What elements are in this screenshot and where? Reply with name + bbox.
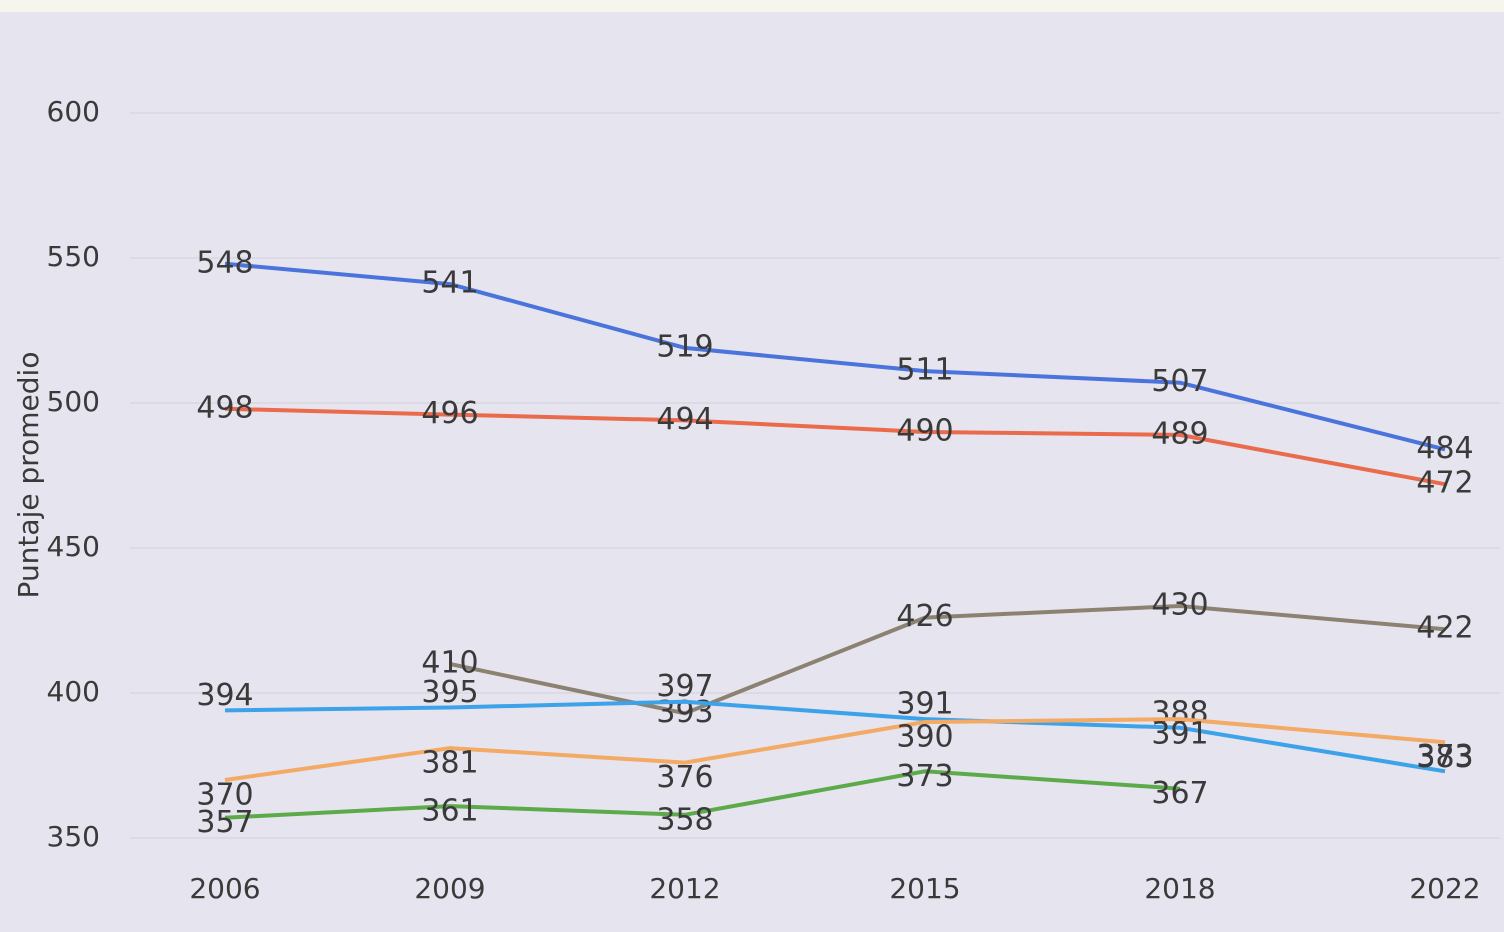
data-label: 484 bbox=[1416, 431, 1473, 466]
data-label: 519 bbox=[656, 329, 713, 364]
y-tick-label: 350 bbox=[47, 820, 100, 853]
data-label: 390 bbox=[896, 720, 953, 755]
data-label: 397 bbox=[656, 669, 713, 704]
data-label: 367 bbox=[1151, 776, 1208, 811]
x-tick-label: 2022 bbox=[1409, 872, 1480, 905]
x-tick-label: 2015 bbox=[889, 872, 960, 905]
data-label: 357 bbox=[196, 805, 253, 840]
data-label: 430 bbox=[1151, 588, 1208, 623]
y-tick-label: 450 bbox=[47, 530, 100, 563]
x-tick-label: 2009 bbox=[414, 872, 485, 905]
data-label: 498 bbox=[196, 390, 253, 425]
data-label: 489 bbox=[1151, 416, 1208, 451]
data-label: 376 bbox=[656, 760, 713, 795]
y-tick-label: 500 bbox=[47, 385, 100, 418]
data-label: 472 bbox=[1416, 466, 1473, 501]
data-label: 541 bbox=[421, 266, 478, 301]
data-label: 381 bbox=[421, 746, 478, 781]
data-label: 395 bbox=[421, 675, 478, 710]
data-label: 373 bbox=[896, 759, 953, 794]
y-axis-label: Puntaje promedio bbox=[12, 352, 45, 599]
data-label: 422 bbox=[1416, 611, 1473, 646]
chart: Puntaje promedio 350 400 450 500 550 600 2006 2… bbox=[0, 0, 1504, 932]
data-label: 548 bbox=[196, 245, 253, 280]
data-label: 358 bbox=[656, 802, 713, 837]
data-label: 490 bbox=[896, 414, 953, 449]
data-label: 391 bbox=[1151, 717, 1208, 752]
data-label: 394 bbox=[196, 678, 253, 713]
data-label: 494 bbox=[656, 402, 713, 437]
page: Puntaje promedio 350 400 450 500 550 600 2006 2… bbox=[0, 0, 1504, 932]
y-tick-label: 600 bbox=[47, 95, 100, 128]
data-label: 496 bbox=[421, 396, 478, 431]
data-label: 361 bbox=[421, 794, 478, 829]
data-label: 426 bbox=[896, 599, 953, 634]
x-tick-label: 2018 bbox=[1144, 872, 1215, 905]
data-label: 383 bbox=[1416, 740, 1473, 775]
y-tick-label: 550 bbox=[47, 240, 100, 273]
data-label: 511 bbox=[896, 353, 953, 388]
data-label: 391 bbox=[896, 687, 953, 722]
x-tick-label: 2012 bbox=[649, 872, 720, 905]
data-label: 507 bbox=[1151, 364, 1208, 399]
y-tick-label: 400 bbox=[47, 675, 100, 708]
x-tick-label: 2006 bbox=[189, 872, 260, 905]
